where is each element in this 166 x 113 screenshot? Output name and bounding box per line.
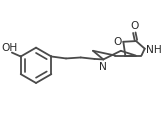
Text: N: N bbox=[99, 61, 107, 71]
Text: OH: OH bbox=[2, 42, 18, 52]
Text: NH: NH bbox=[146, 44, 162, 54]
Text: O: O bbox=[113, 37, 121, 47]
Text: O: O bbox=[130, 21, 138, 31]
